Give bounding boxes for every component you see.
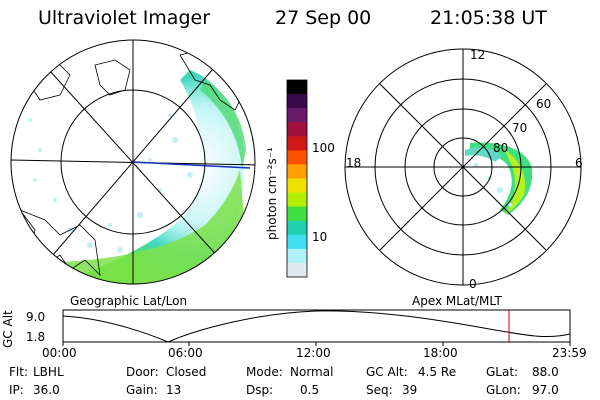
colorbar-tick-100: 100 xyxy=(312,141,335,155)
dsp-value: 0.5 xyxy=(300,383,320,397)
mode-value: Normal xyxy=(290,365,334,379)
ip-label: IP: xyxy=(9,383,24,397)
glat-value: 88.0 xyxy=(532,365,559,379)
color-bar xyxy=(286,79,308,278)
altitude-curve xyxy=(62,310,571,343)
alt-ymin-label: 1.8 xyxy=(26,330,46,344)
flt-value: LBHL xyxy=(33,365,64,379)
colorbar-stripe xyxy=(287,220,307,236)
door-label: Door: xyxy=(126,365,159,379)
colorbar-stripe xyxy=(287,262,307,278)
colorbar-stripe xyxy=(287,80,307,95)
mlt-6-label: 6 xyxy=(575,156,583,170)
polar-panel-label: Apex MLat/MLT xyxy=(412,294,502,308)
colorbar-stripe xyxy=(287,108,307,123)
mlt-12-label: 12 xyxy=(470,48,486,62)
colorbar-stripe xyxy=(287,122,307,137)
colorbar-stripe xyxy=(287,234,307,250)
header-date: 27 Sep 00 xyxy=(275,7,372,29)
dsp-label: Dsp: xyxy=(246,383,274,397)
instrument-title: Ultraviolet Imager xyxy=(38,7,211,29)
colorbar-stripe xyxy=(287,248,307,264)
glon-value: 97.0 xyxy=(532,383,559,397)
mlat-70-label: 70 xyxy=(512,121,528,135)
alt-ymax-label: 9.0 xyxy=(26,310,46,324)
gcalt-value: 4.5 Re xyxy=(418,365,457,379)
ip-value: 36.0 xyxy=(33,383,60,397)
alt-xtick-2: 12:00 xyxy=(296,346,331,360)
colorbar-stripe xyxy=(287,136,307,151)
geo-panel-label: Geographic Lat/Lon xyxy=(70,294,188,308)
mlat-80-label: 80 xyxy=(493,141,509,155)
colorbar-stripe xyxy=(287,206,307,222)
gcalt-label: GC Alt: xyxy=(366,365,408,379)
colorbar-stripe xyxy=(287,94,307,109)
gain-value: 13 xyxy=(166,383,182,397)
alt-xtick-4: 23:59 xyxy=(552,346,587,360)
door-value: Closed xyxy=(166,365,207,379)
gain-label: Gain: xyxy=(126,383,158,397)
glon-label: GLon: xyxy=(486,383,521,397)
mlt-18-label: 18 xyxy=(346,156,362,170)
flt-label: Flt: xyxy=(9,365,28,379)
alt-xtick-0: 00:00 xyxy=(42,346,77,360)
colorbar-stripe xyxy=(287,192,307,208)
mode-label: Mode: xyxy=(246,365,283,379)
glat-label: GLat: xyxy=(486,365,519,379)
alt-xtick-1: 06:00 xyxy=(168,346,203,360)
seq-label: Seq: xyxy=(366,383,393,397)
seq-value: 39 xyxy=(402,383,418,397)
mlat-60-label: 60 xyxy=(536,97,552,111)
colorbar-tick-10: 10 xyxy=(312,230,328,244)
header-time: 21:05:38 UT xyxy=(430,7,547,29)
colorbar-stripe xyxy=(287,164,307,179)
colorbar-stripe xyxy=(287,178,307,194)
alt-ylabel: GC Alt xyxy=(1,310,15,348)
colorbar-stripe xyxy=(287,150,307,165)
altitude-plot xyxy=(62,309,571,346)
mlt-0-label: 0 xyxy=(469,277,477,291)
alt-xtick-3: 18:00 xyxy=(423,346,458,360)
